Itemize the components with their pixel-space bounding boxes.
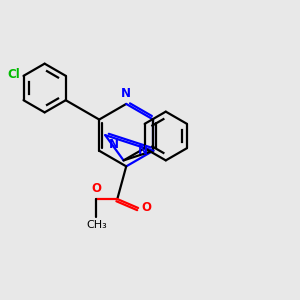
Text: Cl: Cl bbox=[7, 68, 20, 81]
Text: N: N bbox=[121, 87, 131, 101]
Text: O: O bbox=[142, 202, 152, 214]
Text: CH₃: CH₃ bbox=[86, 220, 107, 230]
Text: N: N bbox=[109, 138, 119, 151]
Text: N: N bbox=[138, 144, 148, 157]
Text: O: O bbox=[92, 182, 101, 195]
